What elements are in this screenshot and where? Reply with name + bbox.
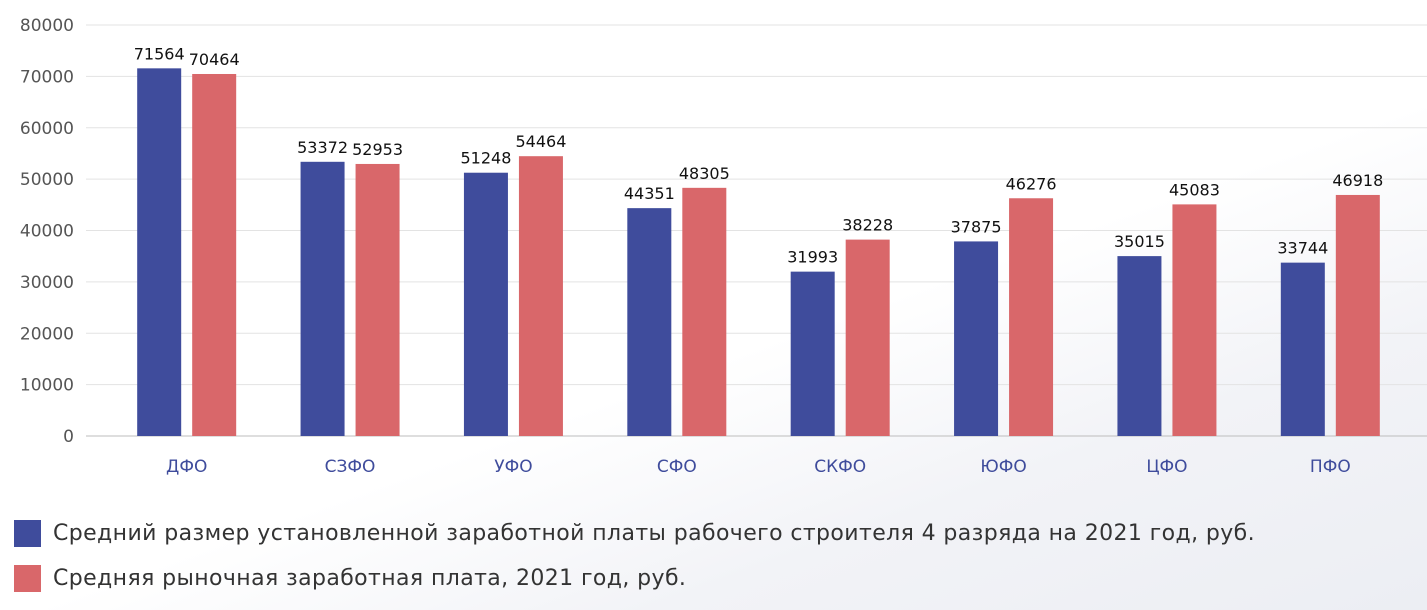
- y-tick-label: 40000: [20, 222, 74, 242]
- x-tick-label: ДФО: [166, 457, 207, 477]
- bar-1-6: [954, 241, 999, 436]
- bar-2-7: [1172, 204, 1217, 436]
- x-tick-label: ЮФО: [980, 457, 1026, 477]
- x-tick-label: СЗФО: [325, 457, 376, 477]
- data-label: 53372: [297, 138, 348, 157]
- x-tick-label: УФО: [494, 457, 532, 477]
- legend-item-series-2: Средняя рыночная заработная плата, 2021 …: [14, 565, 1255, 592]
- y-axis: 0 10000 20000 30000 40000 50000 60000 70000 8000…: [20, 16, 74, 447]
- data-label: 44351: [624, 184, 675, 203]
- y-tick-label: 50000: [20, 170, 74, 190]
- y-tick-label: 60000: [20, 119, 74, 139]
- bars: [137, 68, 1380, 437]
- x-axis: ДФО СЗФО УФО СФО СКФО ЮФО ЦФО ПФО: [166, 457, 1351, 477]
- data-label: 33744: [1277, 239, 1328, 258]
- data-label: 54464: [515, 132, 566, 151]
- bar-1-7: [1117, 256, 1162, 436]
- bar-1-3: [463, 172, 508, 437]
- legend: Средний размер установленной заработной …: [14, 520, 1255, 610]
- data-label: 35015: [1114, 232, 1165, 251]
- bar-1-8: [1280, 262, 1325, 436]
- data-label: 46276: [1006, 174, 1057, 193]
- bar-2-4: [682, 187, 727, 436]
- data-label: 48305: [679, 164, 730, 183]
- y-tick-label: 80000: [20, 16, 74, 36]
- bar-chart: 0 10000 20000 30000 40000 50000 60000 70000 8000…: [20, 16, 1427, 477]
- legend-item-series-1: Средний размер установленной заработной …: [14, 520, 1255, 547]
- data-label: 31993: [787, 248, 838, 267]
- y-tick-label: 70000: [20, 67, 74, 87]
- data-label: 45083: [1169, 180, 1220, 199]
- data-label: 51248: [460, 149, 511, 168]
- legend-label-series-1: Средний размер установленной заработной …: [53, 521, 1256, 546]
- gridlines: [86, 24, 1427, 437]
- bar-2-2: [355, 163, 400, 436]
- y-tick-label: 0: [63, 427, 74, 447]
- bar-2-1: [192, 73, 237, 436]
- x-tick-label: ПФО: [1310, 457, 1351, 477]
- y-tick-label: 30000: [20, 273, 74, 293]
- x-tick-label: ЦФО: [1146, 457, 1187, 477]
- data-label: 71564: [134, 44, 185, 63]
- bar-1-1: [137, 68, 182, 436]
- x-tick-label: СКФО: [814, 457, 866, 477]
- legend-swatch-series-1: [14, 520, 41, 547]
- bar-1-5: [790, 271, 835, 436]
- y-tick-label: 10000: [20, 376, 74, 396]
- bar-1-2: [300, 161, 345, 437]
- bar-1-4: [627, 208, 672, 436]
- data-label: 70464: [189, 50, 240, 69]
- x-tick-label: СФО: [657, 457, 697, 477]
- data-label: 37875: [951, 217, 1002, 236]
- bar-2-8: [1335, 194, 1380, 436]
- bar-2-5: [845, 239, 890, 436]
- y-tick-label: 20000: [20, 324, 74, 344]
- bar-2-3: [518, 156, 563, 436]
- data-label: 52953: [352, 140, 403, 159]
- legend-swatch-series-2: [14, 565, 41, 592]
- bar-2-6: [1009, 198, 1054, 436]
- legend-label-series-2: Средняя рыночная заработная плата, 2021 …: [53, 566, 687, 591]
- data-label: 46918: [1332, 171, 1383, 190]
- data-label: 38228: [842, 216, 893, 235]
